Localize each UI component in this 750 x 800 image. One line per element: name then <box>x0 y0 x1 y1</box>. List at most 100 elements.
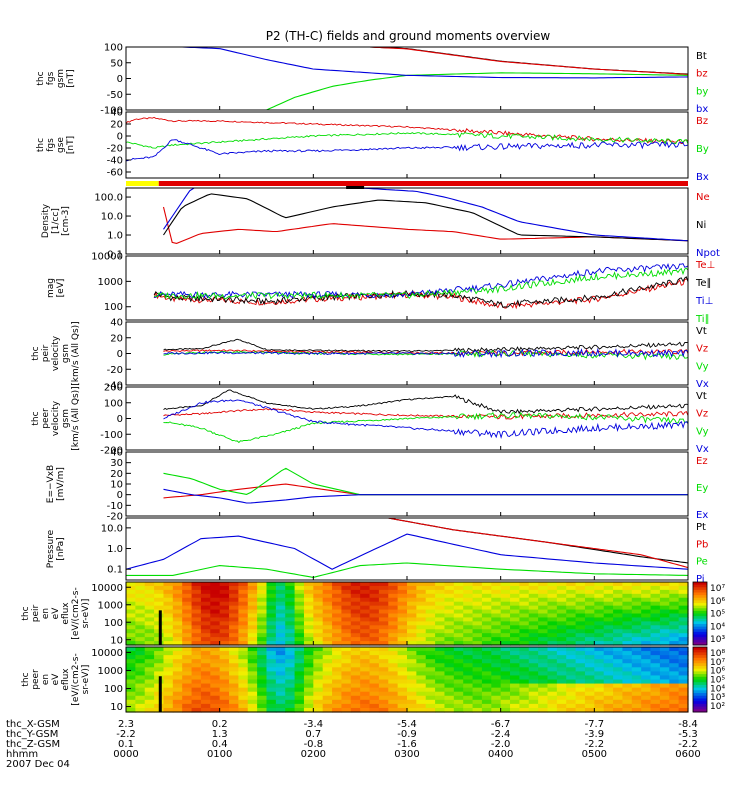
spectrogram-cell <box>238 597 249 603</box>
spectrogram-cell <box>200 651 211 656</box>
spectrogram-cell <box>388 679 399 685</box>
series-line-Vz <box>163 348 688 357</box>
spectrogram-cell <box>641 691 652 697</box>
ephemeris-row-label: thc_Y-GSM <box>6 729 58 740</box>
spectrogram-cell <box>407 613 417 619</box>
spectrogram-cell <box>163 679 174 685</box>
spectrogram-cell <box>247 617 258 622</box>
y-axis-label: sr-eV)] <box>81 599 91 629</box>
spectrogram-cell <box>575 585 586 591</box>
spectrogram-cell <box>266 589 277 595</box>
legend-entry: Vy <box>696 361 709 372</box>
spectrogram-cell <box>313 675 324 681</box>
spectrogram-cell <box>435 695 446 701</box>
legend-entry: By <box>696 144 709 155</box>
spectrogram-cell <box>303 647 314 652</box>
y-tick-label: 1000 <box>98 666 123 677</box>
spectrogram-cell <box>500 609 511 615</box>
spectrogram-cell <box>584 621 595 626</box>
legend-entry: Vz <box>696 409 708 420</box>
spectrogram-cell <box>510 601 520 607</box>
spectrogram-cell <box>219 601 230 607</box>
spectrogram-cell <box>378 671 389 677</box>
spectrogram-cell <box>613 679 624 685</box>
spectrogram-cell <box>341 679 352 685</box>
ephemeris-value: -2.2 <box>585 739 605 750</box>
spectrogram-cell <box>631 663 642 668</box>
spectrogram-cell <box>388 621 399 626</box>
spectrogram-cell <box>210 659 221 664</box>
y-tick-label: 0 <box>117 349 123 360</box>
y-tick-label: -100 <box>100 106 123 117</box>
spectrogram-cell <box>229 593 239 599</box>
spectrogram-cell <box>378 687 389 693</box>
date-label: 2007 Dec 04 <box>6 759 70 770</box>
spectrogram-cell <box>210 605 221 611</box>
spectrogram-cell <box>200 671 211 677</box>
spectrogram-cell <box>257 679 268 685</box>
spectrogram-cell <box>266 629 277 634</box>
spectrogram-cell <box>126 699 136 705</box>
spectrogram-cell <box>397 601 408 607</box>
spectrogram-cell <box>481 641 492 646</box>
spectrogram-cell <box>163 695 174 701</box>
spectrogram-cell <box>219 605 230 611</box>
spectrogram-cell <box>378 659 389 664</box>
spectrogram-cell <box>247 687 258 693</box>
spectrogram-cell <box>378 679 389 685</box>
spectrogram-cell <box>341 667 352 672</box>
spectrogram-cell <box>603 609 614 615</box>
spectrogram-cell <box>678 625 689 630</box>
spectrogram-cell <box>641 651 652 656</box>
spectrogram-cell <box>182 687 193 693</box>
spectrogram-cell <box>229 683 239 689</box>
spectrogram-cell <box>378 633 389 638</box>
spectrogram-cell <box>528 683 539 689</box>
spectrogram-cell <box>519 647 530 652</box>
spectrogram-cell <box>144 633 155 638</box>
spectrogram-cell <box>397 647 408 652</box>
colorbar-segment <box>693 616 707 620</box>
spectrogram-cell <box>229 695 239 701</box>
legend-entry: bz <box>696 69 708 80</box>
spectrogram-cell <box>294 629 305 634</box>
spectrogram-cell <box>163 683 174 689</box>
spectrogram-cell <box>332 585 343 591</box>
spectrogram-cell <box>435 597 446 603</box>
spectrogram-cell <box>425 687 436 693</box>
spectrogram-cell <box>575 663 586 668</box>
colorbar-segment <box>693 618 707 622</box>
spectrogram-cell <box>575 613 586 619</box>
series-line-bx <box>182 47 688 79</box>
spectrogram-cell <box>613 625 624 630</box>
spectrogram-cell <box>538 597 549 603</box>
spectrogram-cell <box>659 699 670 705</box>
spectrogram-cell <box>332 589 343 595</box>
spectrogram-cell <box>191 707 202 713</box>
spectrogram-cell <box>257 637 268 642</box>
spectrogram-cell <box>472 593 483 599</box>
spectrogram-cell <box>275 593 286 599</box>
spectrogram-cell <box>407 633 417 638</box>
spectrogram-cell <box>463 655 474 660</box>
spectrogram-cell <box>275 605 286 611</box>
series-line-Pe <box>126 562 688 578</box>
spectrogram-cell <box>547 625 558 630</box>
spectrogram-cell <box>332 601 343 607</box>
legend-entry: Pe <box>696 557 708 568</box>
spectrogram-cell <box>669 609 680 615</box>
spectrogram-cell <box>303 621 314 626</box>
spectrogram-cell <box>425 609 436 615</box>
spectrogram-cell <box>360 691 371 697</box>
spectrogram-cell <box>594 585 605 591</box>
spectrogram-cell <box>678 617 689 622</box>
spectrogram-cell <box>369 695 380 701</box>
spectrogram-cell <box>584 625 595 630</box>
spectrogram-cell <box>491 637 502 642</box>
spectrogram-cell <box>182 675 193 681</box>
spectrogram-cell <box>528 617 539 622</box>
colorbar-segment <box>693 657 707 662</box>
spectrogram-cell <box>303 703 314 709</box>
spectrogram-cell <box>313 699 324 705</box>
